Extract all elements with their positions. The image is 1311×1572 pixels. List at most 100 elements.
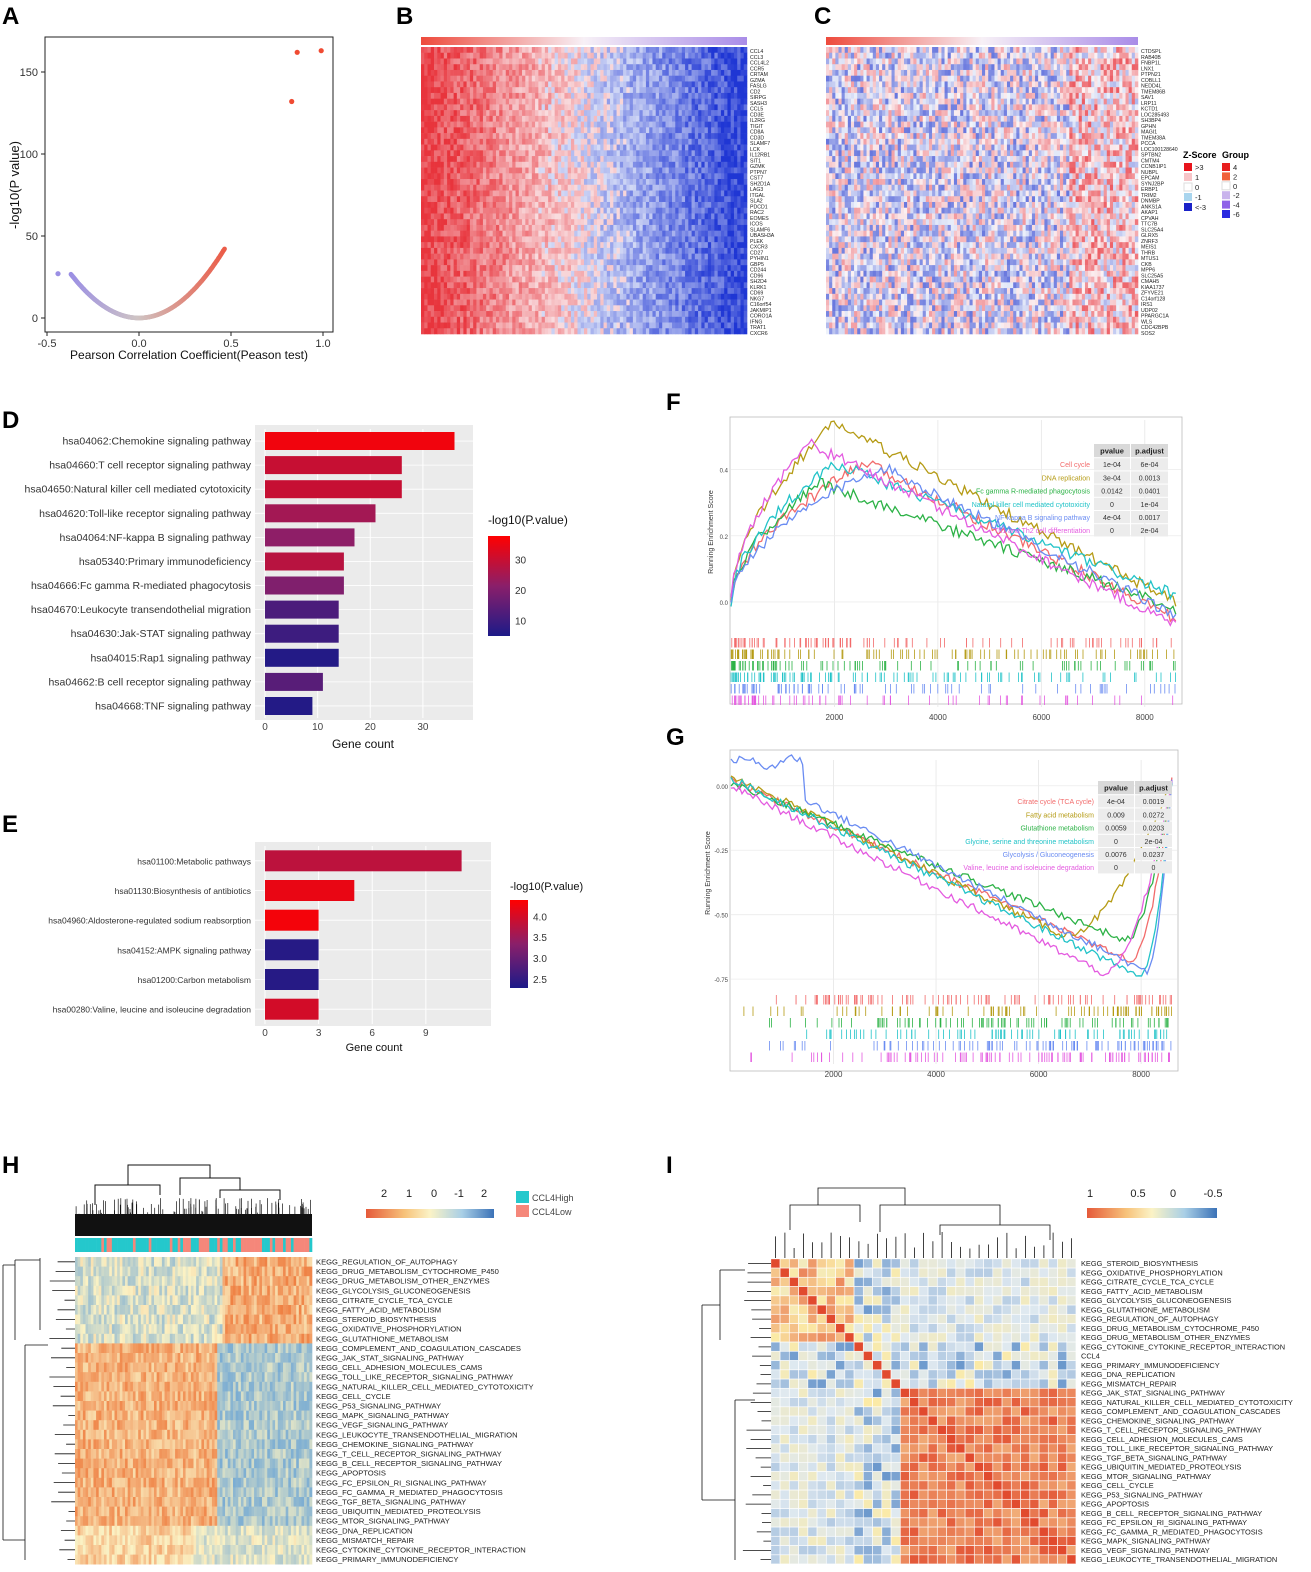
heatmap-cell — [685, 316, 689, 323]
heatmap-cell — [473, 133, 477, 140]
heatmap-cell — [652, 322, 657, 329]
heatmap-cell — [466, 110, 471, 117]
heatmap-cell — [479, 276, 484, 283]
heatmap-cell — [672, 81, 676, 88]
heatmap-cell — [714, 179, 718, 186]
heatmap-cell — [495, 282, 500, 289]
heatmap-cell — [450, 219, 454, 226]
heatmap-cell — [528, 115, 533, 122]
heatmap-cell — [522, 121, 526, 128]
heatmap-cell — [466, 201, 471, 209]
heatmap-cell — [525, 311, 529, 318]
heatmap-cell — [437, 213, 441, 220]
heatmap-cell — [649, 282, 653, 289]
heatmap-cell — [489, 259, 494, 266]
heatmap-cell — [626, 270, 630, 277]
heatmap-cell — [424, 127, 428, 134]
heatmap-cell — [456, 179, 461, 186]
heatmap-cell — [424, 299, 428, 306]
heatmap-cell — [495, 98, 500, 105]
heatmap-cell — [548, 173, 552, 180]
heatmap-cell — [711, 167, 715, 174]
heatmap-cell — [518, 133, 523, 140]
heatmap-cell — [603, 92, 608, 99]
heatmap-cell — [512, 161, 516, 168]
heatmap-cell — [421, 150, 425, 157]
heatmap-cell — [701, 115, 705, 122]
heatmap-cell — [554, 87, 559, 94]
heatmap-cell — [626, 201, 630, 209]
heatmap-cell — [623, 156, 627, 163]
heatmap-cell — [460, 230, 464, 237]
heatmap-cell — [655, 253, 660, 260]
heatmap-cell — [447, 276, 451, 283]
heatmap-cell — [668, 311, 673, 318]
heatmap-cell — [574, 282, 578, 289]
heatmap-cell — [688, 104, 692, 111]
heatmap-cell — [593, 305, 598, 312]
heatmap-cell — [437, 230, 441, 237]
heatmap-cell — [662, 311, 666, 318]
heatmap-cell — [658, 224, 663, 231]
heatmap-cell — [437, 167, 441, 174]
heatmap-cell — [561, 161, 565, 168]
heatmap-cell — [561, 115, 565, 122]
heatmap-cell — [600, 196, 604, 203]
heatmap-cell — [675, 110, 679, 117]
heatmap-cell — [662, 259, 666, 266]
heatmap-cell — [522, 224, 526, 231]
heatmap-cell — [512, 276, 516, 283]
heatmap-cell — [561, 224, 565, 231]
heatmap-cell — [658, 104, 663, 111]
heatmap-cell — [561, 58, 565, 65]
heatmap-cell — [544, 293, 549, 300]
heatmap-cell — [424, 328, 428, 335]
panel-a-points — [55, 48, 324, 321]
heatmap-cell — [479, 224, 484, 231]
heatmap-cell — [424, 92, 428, 99]
heatmap-cell — [515, 161, 520, 168]
heatmap-cell — [629, 52, 634, 59]
heatmap-cell — [518, 64, 523, 71]
heatmap-cell — [492, 69, 497, 76]
heatmap-cell — [597, 242, 601, 249]
heatmap-cell — [424, 253, 428, 260]
heatmap-cell — [645, 47, 650, 54]
heatmap-cell — [707, 270, 712, 277]
heatmap-cell — [691, 121, 696, 128]
heatmap-cell — [463, 58, 467, 65]
heatmap-cell — [698, 81, 702, 88]
heatmap-cell — [707, 167, 712, 174]
heatmap-cell — [509, 190, 513, 197]
heatmap-cell — [668, 150, 673, 157]
heatmap-cell — [662, 190, 666, 197]
heatmap-cell — [698, 110, 702, 117]
heatmap-cell — [626, 92, 630, 99]
heatmap-cell — [678, 265, 683, 272]
heatmap-cell — [698, 207, 702, 214]
heatmap-cell — [616, 299, 621, 306]
heatmap-cell — [437, 92, 441, 99]
heatmap-cell — [714, 299, 718, 306]
heatmap-cell — [567, 196, 572, 203]
heatmap-cell — [535, 47, 539, 54]
heatmap-cell — [463, 144, 467, 151]
heatmap-cell — [668, 173, 673, 180]
heatmap-cell — [675, 230, 679, 237]
heatmap-cell — [469, 247, 474, 254]
heatmap-cell — [476, 288, 480, 295]
heatmap-cell — [574, 144, 578, 151]
heatmap-cell — [427, 305, 432, 312]
heatmap-cell — [460, 253, 464, 260]
heatmap-cell — [482, 288, 487, 295]
heatmap-cell — [522, 110, 526, 117]
heatmap-cell — [430, 207, 435, 214]
heatmap-cell — [626, 173, 630, 180]
heatmap-cell — [668, 133, 673, 140]
heatmap-cell — [564, 92, 568, 99]
heatmap-cell — [639, 81, 643, 88]
heatmap-cell — [469, 173, 474, 180]
heatmap-cell — [600, 253, 604, 260]
heatmap-cell — [616, 276, 621, 283]
heatmap-cell — [685, 213, 689, 220]
